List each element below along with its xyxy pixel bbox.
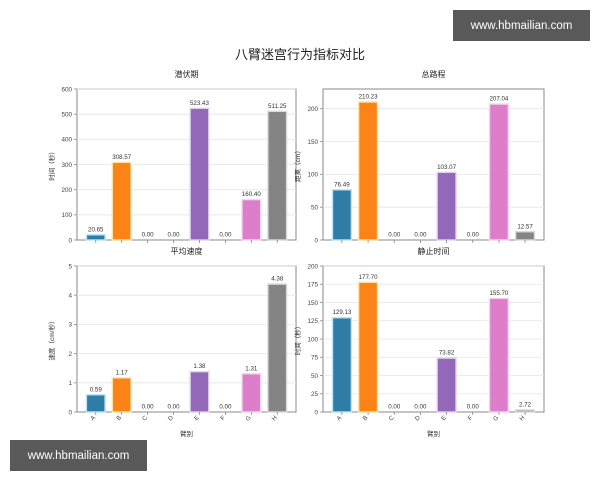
svg-text:D: D (167, 414, 175, 422)
svg-text:时间（秒）: 时间（秒） (47, 148, 56, 181)
svg-text:C: C (388, 414, 396, 422)
svg-text:300: 300 (61, 162, 72, 169)
svg-text:B: B (362, 414, 370, 422)
svg-text:100: 100 (61, 212, 72, 219)
svg-text:1.38: 1.38 (193, 363, 206, 370)
svg-text:200: 200 (307, 263, 318, 270)
svg-text:臂别: 臂别 (180, 429, 193, 438)
svg-text:时间（秒）: 时间（秒） (293, 323, 302, 356)
svg-text:潜伏期: 潜伏期 (175, 69, 199, 79)
svg-text:523.43: 523.43 (190, 100, 209, 107)
svg-text:500: 500 (61, 111, 72, 118)
svg-text:距离（cm）: 距离（cm） (293, 147, 302, 182)
svg-text:0.00: 0.00 (168, 404, 181, 411)
svg-text:1.31: 1.31 (245, 365, 258, 372)
svg-text:1: 1 (68, 380, 72, 387)
svg-text:100: 100 (307, 172, 318, 179)
svg-text:E: E (440, 414, 448, 422)
svg-text:静止时间: 静止时间 (418, 246, 450, 256)
svg-text:4: 4 (68, 293, 72, 300)
svg-text:0.00: 0.00 (467, 232, 480, 239)
svg-text:0.00: 0.00 (414, 404, 427, 411)
svg-text:1.17: 1.17 (116, 369, 129, 376)
svg-text:175: 175 (307, 282, 318, 289)
svg-text:E: E (193, 414, 201, 422)
svg-text:155.70: 155.70 (489, 290, 508, 297)
svg-text:400: 400 (61, 137, 72, 144)
svg-text:125: 125 (307, 318, 318, 325)
svg-text:0.00: 0.00 (142, 232, 155, 239)
svg-text:0.59: 0.59 (90, 386, 103, 393)
svg-text:73.82: 73.82 (439, 350, 455, 357)
svg-text:25: 25 (311, 391, 319, 398)
svg-text:F: F (467, 414, 475, 422)
svg-text:H: H (518, 414, 526, 422)
svg-text:0: 0 (314, 237, 318, 244)
svg-text:177.70: 177.70 (359, 274, 378, 281)
svg-text:0.00: 0.00 (388, 404, 401, 411)
svg-text:103.07: 103.07 (437, 164, 456, 171)
svg-text:0.00: 0.00 (142, 404, 155, 411)
svg-text:0: 0 (68, 409, 72, 416)
svg-text:5: 5 (68, 263, 72, 270)
svg-text:600: 600 (61, 86, 72, 93)
svg-text:129.13: 129.13 (332, 309, 351, 316)
svg-text:0.00: 0.00 (168, 232, 181, 239)
svg-text:0.00: 0.00 (219, 404, 232, 411)
svg-text:平均速度: 平均速度 (171, 246, 203, 256)
svg-text:150: 150 (307, 300, 318, 307)
svg-text:G: G (492, 414, 500, 422)
svg-text:0.00: 0.00 (219, 232, 232, 239)
svg-text:50: 50 (311, 204, 319, 211)
svg-text:C: C (141, 414, 149, 422)
svg-text:G: G (244, 414, 252, 422)
svg-text:总路程: 总路程 (422, 69, 446, 79)
svg-text:20.65: 20.65 (88, 226, 104, 233)
svg-text:0: 0 (68, 237, 72, 244)
svg-text:H: H (271, 414, 279, 422)
svg-text:308.57: 308.57 (112, 154, 131, 161)
svg-text:0: 0 (314, 409, 318, 416)
svg-text:F: F (219, 414, 227, 422)
svg-text:4.38: 4.38 (271, 276, 284, 283)
svg-text:210.23: 210.23 (359, 93, 378, 100)
svg-text:0.00: 0.00 (414, 232, 427, 239)
svg-text:12.57: 12.57 (517, 223, 533, 230)
svg-text:511.25: 511.25 (268, 103, 287, 110)
svg-text:50: 50 (311, 373, 319, 380)
svg-text:速度（cm/秒）: 速度（cm/秒） (47, 318, 56, 361)
svg-text:75: 75 (311, 355, 319, 362)
svg-text:100: 100 (307, 336, 318, 343)
svg-text:B: B (115, 414, 123, 422)
svg-text:臂别: 臂别 (427, 429, 440, 438)
svg-text:160.40: 160.40 (242, 191, 261, 198)
svg-text:A: A (335, 414, 343, 422)
svg-text:200: 200 (61, 187, 72, 194)
svg-text:3: 3 (68, 322, 72, 329)
svg-text:200: 200 (307, 106, 318, 113)
svg-text:0.00: 0.00 (467, 404, 480, 411)
svg-text:D: D (414, 414, 422, 422)
svg-text:2: 2 (68, 351, 72, 358)
svg-text:207.04: 207.04 (489, 96, 508, 103)
svg-text:76.49: 76.49 (334, 181, 350, 188)
svg-text:0.00: 0.00 (388, 232, 401, 239)
svg-text:150: 150 (307, 139, 318, 146)
svg-text:A: A (89, 414, 97, 422)
svg-text:2.72: 2.72 (519, 402, 532, 409)
